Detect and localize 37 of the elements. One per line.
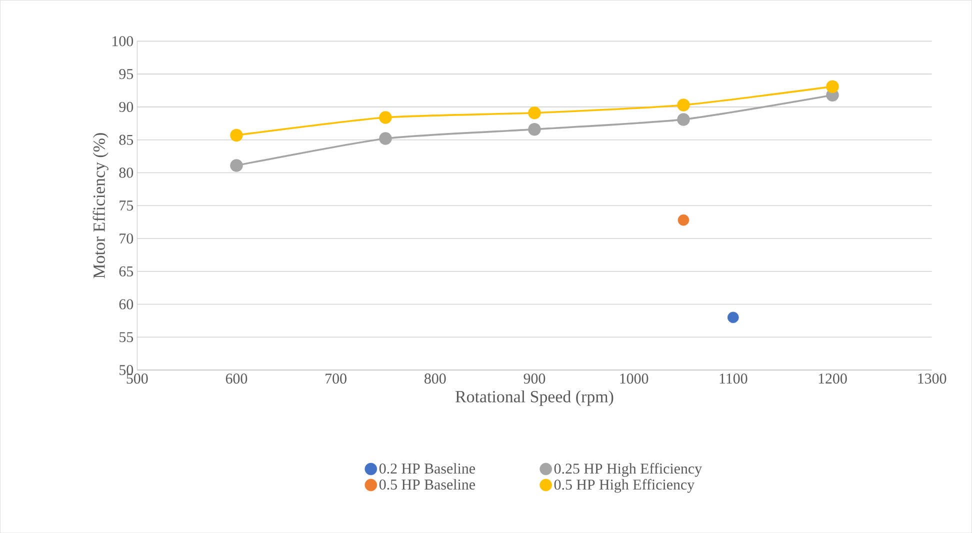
y-tick-label: 90	[119, 102, 134, 112]
x-tick-label: 800	[424, 373, 446, 384]
x-axis-title: Rotational Speed (rpm)	[456, 390, 614, 406]
point	[826, 80, 839, 93]
point	[678, 214, 690, 226]
point	[230, 159, 243, 172]
y-tick-label: 55	[120, 332, 134, 342]
y-tick-label: 80	[119, 168, 134, 178]
y-tick-label: 50	[120, 364, 134, 375]
point	[677, 112, 690, 126]
x-tick-label: 600	[226, 373, 248, 384]
point	[379, 132, 392, 145]
x-tick-label: 1000	[620, 373, 648, 384]
y-tick-label: 95	[119, 68, 134, 79]
point	[677, 98, 690, 112]
point	[727, 312, 739, 324]
y-tick-label: 65	[119, 266, 134, 276]
y-tick-label: 70	[120, 233, 134, 244]
legend-label: 0.2 HP Baseline	[379, 463, 475, 474]
point	[379, 111, 392, 124]
x-tick-label: 700	[326, 373, 346, 384]
y-tick-label: 85	[119, 134, 134, 145]
y-tick-label: 100	[112, 36, 134, 46]
point	[528, 106, 541, 120]
x-tick-label: 1100	[720, 373, 748, 384]
legend-label: 0.5 HP Baseline	[379, 479, 475, 490]
point	[230, 128, 243, 142]
x-tick-label: 1200	[818, 373, 847, 384]
y-tick-label: 75	[120, 200, 134, 210]
x-tick-label: 1300	[918, 373, 946, 384]
legend-label: 0.25 HP High Efficiency	[554, 462, 702, 477]
x-tick-label: 900	[524, 373, 546, 384]
y-axis-title: Motor Efficiency (%)	[92, 133, 108, 278]
point	[528, 122, 541, 136]
x-tick-label: 500	[126, 373, 148, 384]
legend-label: 0.5 HP High Efficiency	[554, 478, 695, 493]
y-tick-label: 60	[119, 299, 134, 310]
